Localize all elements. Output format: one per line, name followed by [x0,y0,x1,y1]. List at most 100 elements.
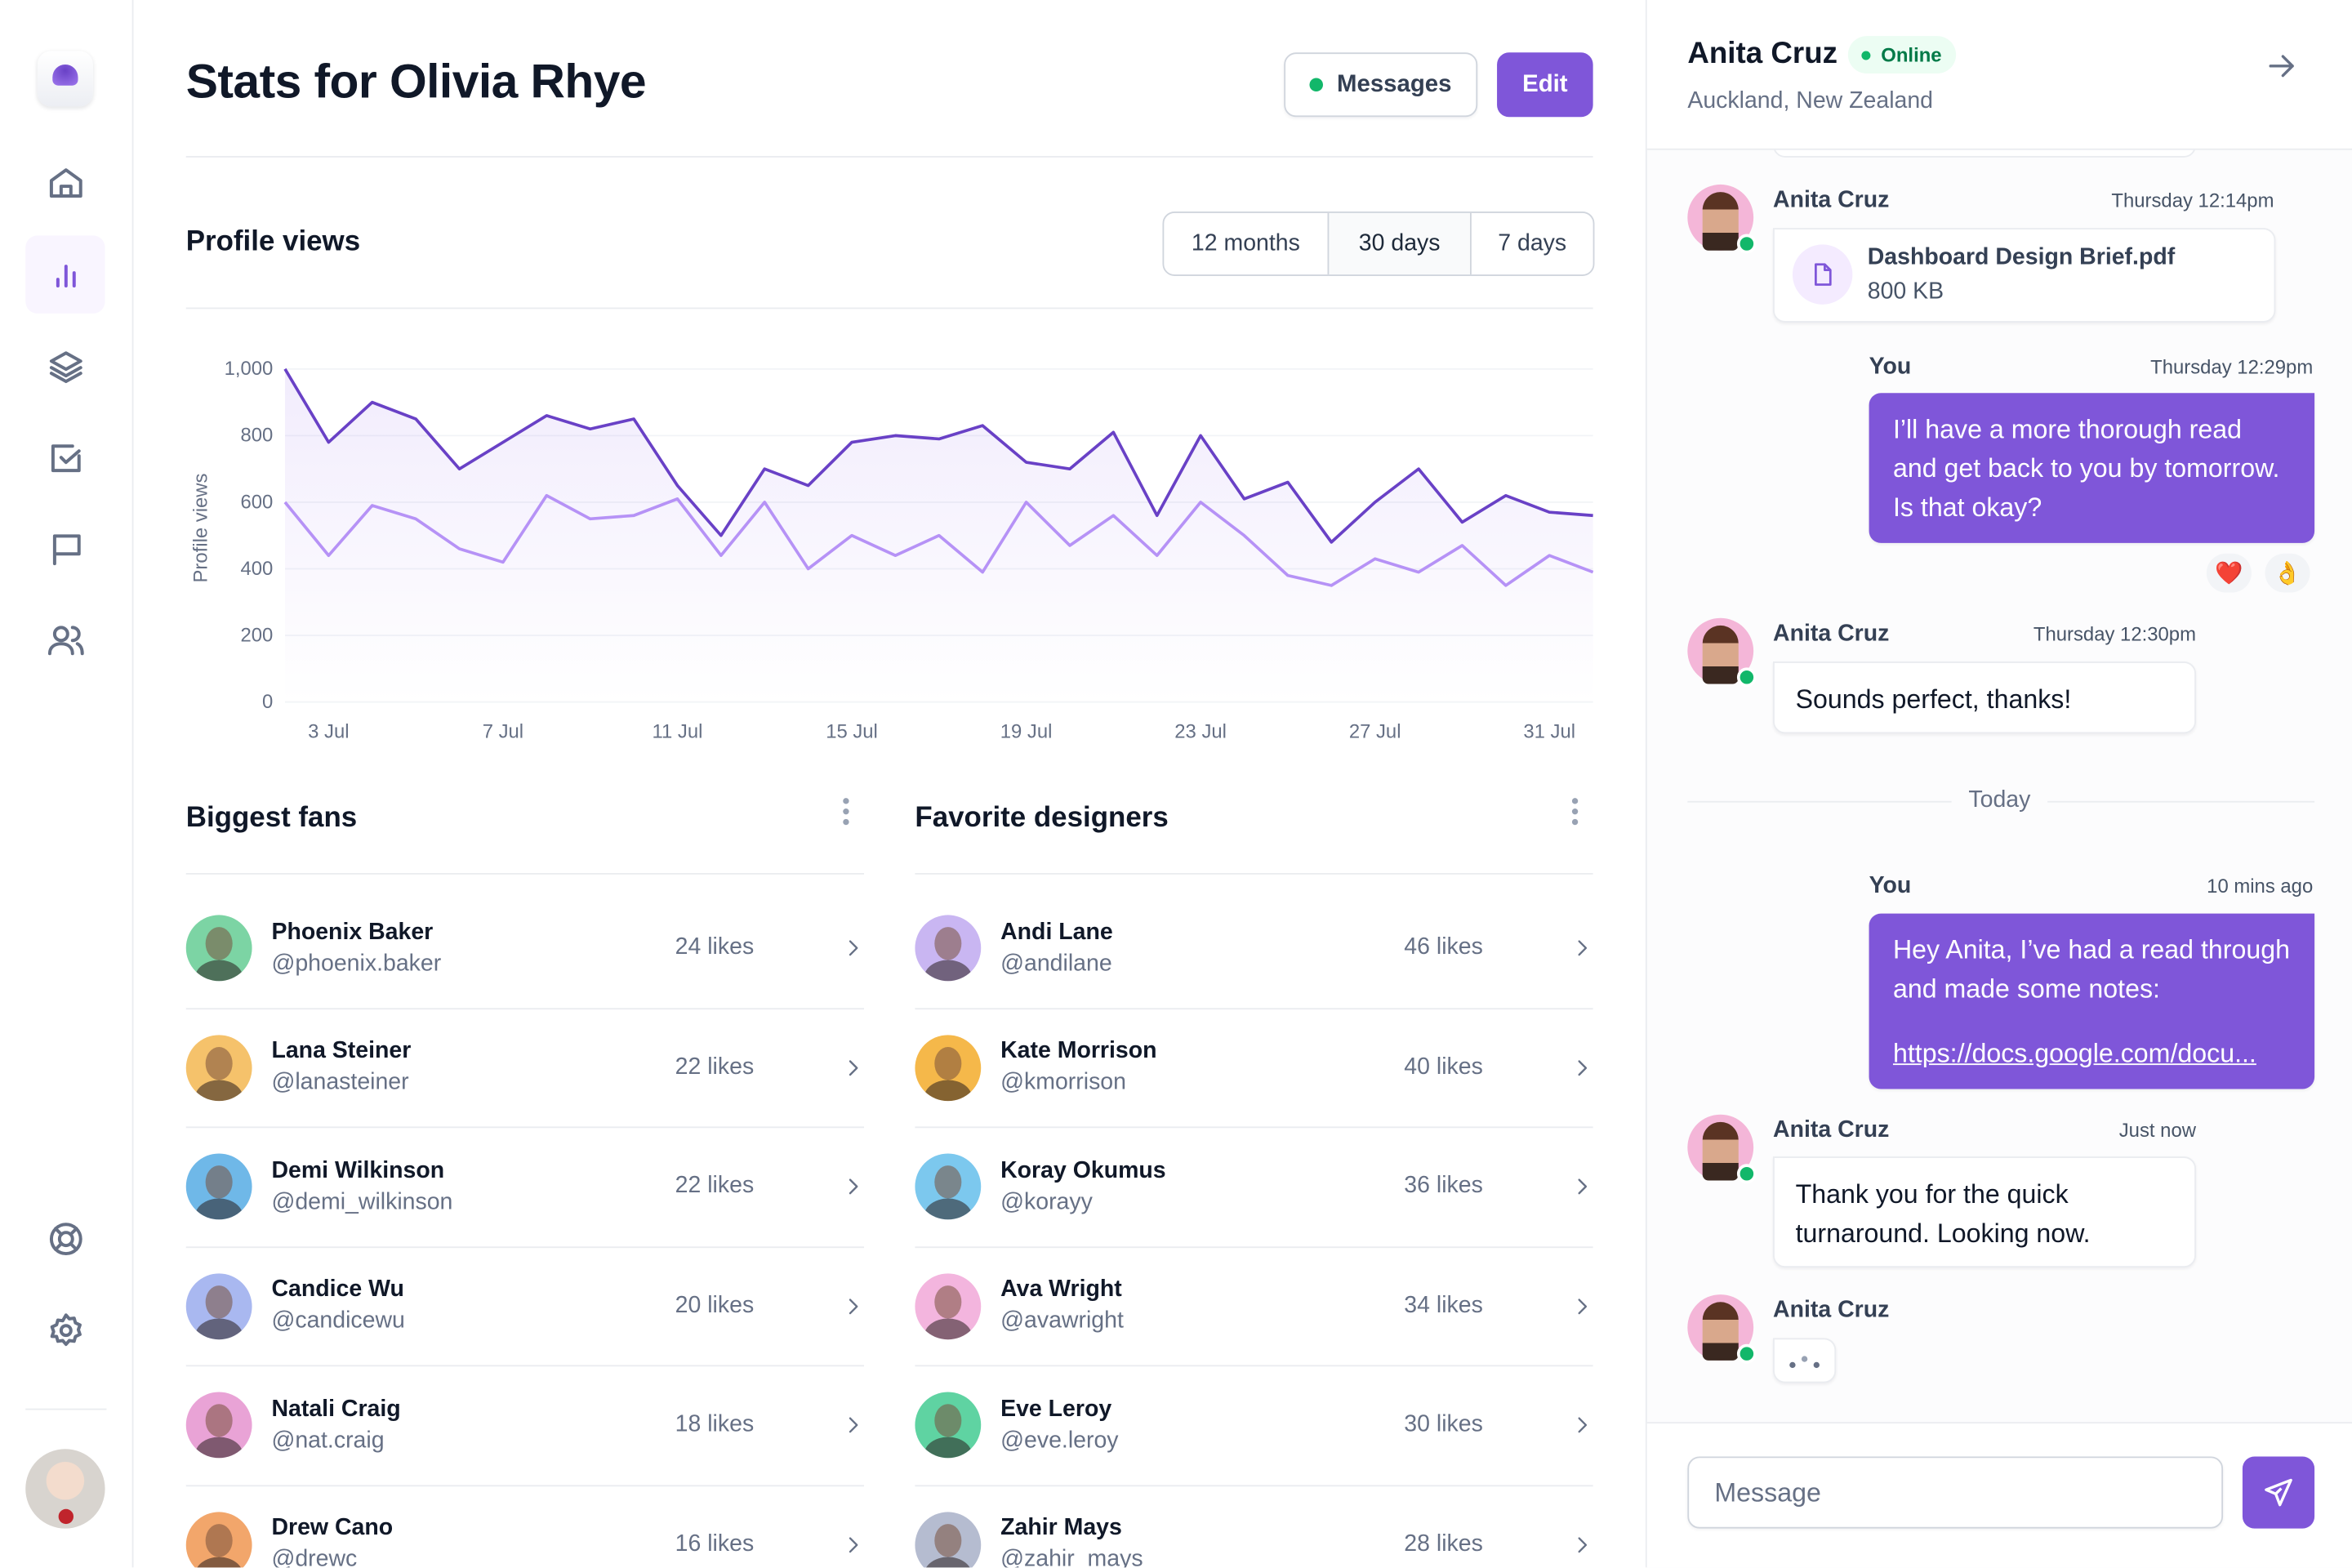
nav-support[interactable] [25,1200,105,1278]
sidebar-divider [25,1408,107,1410]
range-7-days[interactable]: 7 days [1470,212,1593,275]
x-tick-label: 19 Jul [1000,721,1053,743]
biggest-fans-title: Biggest fans [185,802,358,835]
avatar [185,1272,252,1339]
list-item[interactable]: Candice Wu @candicewu 20 likes [185,1247,864,1367]
likes-count: 24 likes [675,934,755,960]
check-square-icon [50,444,80,473]
person-name: Candice Wu [271,1276,404,1303]
chevron-right-icon[interactable] [841,1056,864,1080]
likes-count: 40 likes [1404,1054,1483,1080]
range-selector: 12 months 30 days 7 days [1162,211,1595,276]
chevron-right-icon[interactable] [841,937,864,960]
person-handle: @candicewu [271,1308,405,1334]
chevron-right-icon[interactable] [841,1533,864,1557]
avatar [915,1392,982,1459]
avatar [915,915,982,982]
arrow-right-icon[interactable] [2265,50,2297,82]
person-handle: @phoenix.baker [271,951,442,977]
y-tick-label: 200 [240,624,273,646]
messages-button[interactable]: Messages [1284,52,1478,118]
favorite-designers-title: Favorite designers [915,802,1169,835]
status-text: Online [1881,43,1942,66]
range-30-days[interactable]: 30 days [1327,212,1471,275]
chevron-right-icon[interactable] [841,1414,864,1437]
biggest-fans-menu-icon[interactable] [831,796,862,826]
person-name: Ava Wright [1000,1276,1122,1303]
send-button[interactable] [2242,1456,2315,1529]
chevron-right-icon[interactable] [1570,937,1592,960]
header-divider [185,156,1593,158]
nav-settings[interactable] [25,1291,105,1370]
person-handle: @zahir_mays [1000,1547,1143,1568]
chevron-right-icon[interactable] [841,1294,864,1318]
section-divider [185,307,1593,310]
list-item[interactable]: Lana Steiner @lanasteiner 22 likes [185,1009,864,1129]
chevron-right-icon[interactable] [841,1175,864,1199]
list-item[interactable]: Andi Lane @andilane 46 likes [915,889,1593,1009]
reaction-heart[interactable]: ❤️ [2206,553,2252,593]
nav-stats[interactable] [25,235,105,314]
message-text: Hey Anita, I’ve had a read through and m… [1892,934,2291,1004]
favorite-designers-menu-icon[interactable] [1560,796,1590,826]
list-item[interactable]: Demi Wilkinson @demi_wilkinson 22 likes [185,1128,864,1248]
avatar [185,1392,252,1459]
list-item[interactable]: Kate Morrison @kmorrison 40 likes [915,1009,1593,1129]
y-tick-label: 800 [240,425,273,447]
range-12-months[interactable]: 12 months [1191,229,1300,256]
x-tick-label: 7 Jul [483,721,523,743]
list-item[interactable]: Ava Wright @avawright 34 likes [915,1247,1593,1367]
message-input[interactable] [1687,1456,2224,1529]
chevron-right-icon[interactable] [1570,1056,1592,1080]
reaction-ok-hand[interactable]: 👌 [2265,553,2310,593]
likes-count: 36 likes [1404,1173,1483,1200]
person-handle: @lanasteiner [271,1070,409,1096]
person-name: Phoenix Baker [271,919,434,945]
chevron-right-icon[interactable] [1570,1533,1592,1557]
message-sender: Anita Cruz [1773,1297,1890,1324]
messages-label: Messages [1336,71,1452,97]
person-name: Andi Lane [1000,919,1113,945]
likes-count: 22 likes [675,1054,755,1080]
person-name: Lana Steiner [271,1038,412,1064]
nav-reports[interactable] [25,510,105,588]
list-item[interactable]: Drew Cano @drewc 16 likes [185,1486,864,1568]
flag-icon [51,534,80,566]
profile-views-title: Profile views [185,226,361,258]
list-item[interactable]: Natali Craig @nat.craig 18 likes [185,1366,864,1486]
list-item[interactable]: Phoenix Baker @phoenix.baker 24 likes [185,889,864,1009]
avatar [915,1272,982,1339]
nav-layers[interactable] [25,327,105,405]
file-attachment[interactable]: Dashboard Design Brief.pdf 800 KB [1773,228,2276,323]
chat-panel: Anita Cruz Online Auckland, New Zealand … [1645,0,2352,1568]
anita-avatar [1687,184,1757,254]
chevron-right-icon[interactable] [1570,1175,1592,1199]
user-avatar[interactable] [25,1449,105,1529]
person-handle: @kmorrison [1000,1070,1126,1096]
chevron-right-icon[interactable] [1570,1294,1592,1318]
anita-avatar [1687,1114,1757,1184]
person-handle: @avawright [1000,1308,1124,1334]
y-tick-label: 0 [262,691,273,713]
avatar [915,1034,982,1101]
nav-tasks[interactable] [25,418,105,497]
edit-button[interactable]: Edit [1497,52,1593,118]
nav-users[interactable] [25,602,105,680]
person-name: Koray Okumus [1000,1157,1166,1183]
list-item[interactable]: Koray Okumus @korayy 36 likes [915,1128,1593,1248]
bar-chart-icon [55,265,75,288]
file-icon [1792,244,1853,305]
message-sender: You [1869,872,1912,899]
nav-home[interactable] [25,144,105,222]
chevron-right-icon[interactable] [1570,1414,1592,1437]
message-link[interactable]: https://docs.google.com/docu... [1892,1038,2256,1068]
date-divider-line [1687,800,1952,803]
likes-count: 34 likes [1404,1292,1483,1319]
list-item[interactable]: Zahir Mays @zahir_mays 28 likes [915,1486,1592,1568]
list-item[interactable]: Eve Leroy @eve.leroy 30 likes [915,1366,1593,1486]
logo[interactable] [37,51,93,107]
person-handle: @eve.leroy [1000,1428,1119,1454]
person-handle: @drewc [271,1547,358,1568]
typing-indicator [1773,1338,1837,1383]
x-tick-label: 23 Jul [1174,721,1227,743]
